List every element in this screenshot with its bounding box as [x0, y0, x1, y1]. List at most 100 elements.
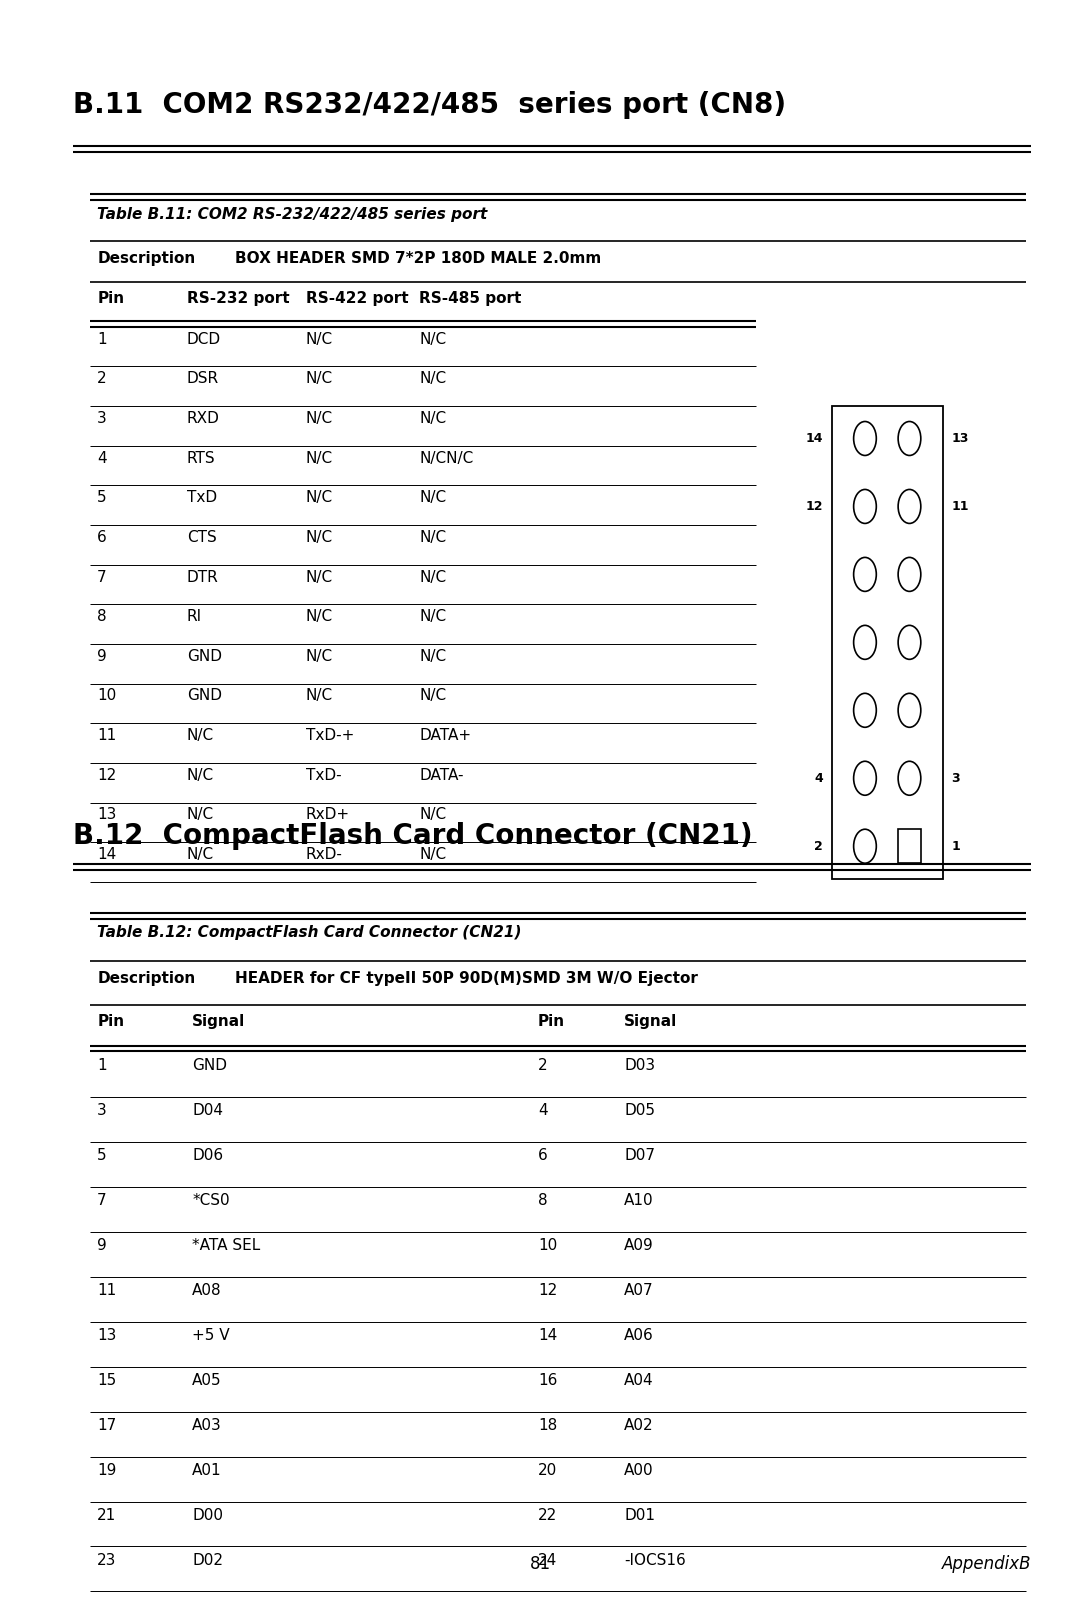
Text: 5: 5 — [97, 1149, 107, 1163]
Text: Signal: Signal — [192, 1014, 245, 1029]
Text: N/C: N/C — [419, 490, 446, 505]
Text: A10: A10 — [624, 1192, 653, 1209]
Text: 2: 2 — [814, 840, 823, 853]
Text: 17: 17 — [97, 1417, 117, 1434]
Text: DATA-: DATA- — [419, 767, 463, 783]
Text: RI: RI — [187, 608, 202, 625]
Text: 1: 1 — [97, 332, 107, 346]
Text: N/C: N/C — [419, 807, 446, 822]
Text: 4: 4 — [97, 451, 107, 466]
Text: GND: GND — [192, 1058, 227, 1073]
Text: *ATA SEL: *ATA SEL — [192, 1238, 260, 1252]
Text: D03: D03 — [624, 1058, 656, 1073]
Text: RxD+: RxD+ — [306, 807, 350, 822]
Text: N/C: N/C — [419, 848, 446, 862]
Text: N/C: N/C — [419, 649, 446, 663]
Text: 12: 12 — [97, 767, 117, 783]
Text: D05: D05 — [624, 1103, 656, 1118]
Text: Signal: Signal — [624, 1014, 677, 1029]
Text: A05: A05 — [192, 1374, 221, 1388]
Text: BOX HEADER SMD 7*2P 180D MALE 2.0mm: BOX HEADER SMD 7*2P 180D MALE 2.0mm — [235, 251, 602, 265]
Text: RTS: RTS — [187, 451, 216, 466]
Text: AppendixB: AppendixB — [942, 1555, 1031, 1573]
Text: HEADER for CF typeII 50P 90D(M)SMD 3M W/O Ejector: HEADER for CF typeII 50P 90D(M)SMD 3M W/… — [235, 971, 699, 985]
Text: 81: 81 — [529, 1555, 551, 1573]
Text: RS-232 port: RS-232 port — [187, 291, 289, 306]
Text: 23: 23 — [97, 1553, 117, 1568]
Text: N/C: N/C — [419, 570, 446, 584]
Text: B.12  CompactFlash Card Connector (CN21): B.12 CompactFlash Card Connector (CN21) — [73, 822, 753, 849]
Text: Table B.11: COM2 RS-232/422/485 series port: Table B.11: COM2 RS-232/422/485 series p… — [97, 207, 487, 222]
Text: N/C: N/C — [187, 807, 214, 822]
Text: 1: 1 — [951, 840, 960, 853]
Text: D04: D04 — [192, 1103, 224, 1118]
Text: B.11  COM2 RS232/422/485  series port (CN8): B.11 COM2 RS232/422/485 series port (CN8… — [73, 91, 786, 118]
Text: N/C: N/C — [306, 649, 333, 663]
Text: 6: 6 — [97, 529, 107, 545]
Text: 4: 4 — [538, 1103, 548, 1118]
Text: A09: A09 — [624, 1238, 654, 1252]
Text: TxD-: TxD- — [306, 767, 341, 783]
Text: D07: D07 — [624, 1149, 656, 1163]
Text: N/C: N/C — [419, 332, 446, 346]
Text: 3: 3 — [951, 772, 960, 785]
Text: A06: A06 — [624, 1328, 654, 1343]
Text: N/CN/C: N/CN/C — [419, 451, 473, 466]
Text: Pin: Pin — [97, 1014, 124, 1029]
Text: RS-422 port: RS-422 port — [306, 291, 408, 306]
Text: DATA+: DATA+ — [419, 728, 471, 743]
Text: 13: 13 — [97, 1328, 117, 1343]
Text: 16: 16 — [538, 1374, 557, 1388]
Text: D01: D01 — [624, 1508, 656, 1523]
Text: A04: A04 — [624, 1374, 653, 1388]
Text: 4: 4 — [814, 772, 823, 785]
Text: RxD-: RxD- — [306, 848, 342, 862]
Text: N/C: N/C — [306, 689, 333, 704]
Text: TxD: TxD — [187, 490, 217, 505]
Text: 9: 9 — [97, 1238, 107, 1252]
Text: A03: A03 — [192, 1417, 222, 1434]
Text: 3: 3 — [97, 411, 107, 426]
Text: 14: 14 — [97, 848, 117, 862]
Text: N/C: N/C — [306, 411, 333, 426]
Text: 24: 24 — [538, 1553, 557, 1568]
Text: 20: 20 — [538, 1463, 557, 1477]
Text: Pin: Pin — [538, 1014, 565, 1029]
Text: 19: 19 — [97, 1463, 117, 1477]
Text: Table B.12: CompactFlash Card Connector (CN21): Table B.12: CompactFlash Card Connector … — [97, 925, 522, 940]
Text: 14: 14 — [806, 432, 823, 445]
Text: 8: 8 — [97, 608, 107, 625]
Text: A07: A07 — [624, 1283, 653, 1298]
Text: 7: 7 — [97, 1192, 107, 1209]
Text: N/C: N/C — [306, 608, 333, 625]
Text: N/C: N/C — [419, 411, 446, 426]
Text: A02: A02 — [624, 1417, 653, 1434]
Text: N/C: N/C — [419, 372, 446, 387]
Text: 10: 10 — [538, 1238, 557, 1252]
Text: GND: GND — [187, 649, 221, 663]
Text: RXD: RXD — [187, 411, 219, 426]
Text: A08: A08 — [192, 1283, 221, 1298]
Text: N/C: N/C — [306, 529, 333, 545]
Text: RS-485 port: RS-485 port — [419, 291, 522, 306]
Text: *CS0: *CS0 — [192, 1192, 230, 1209]
Text: GND: GND — [187, 689, 221, 704]
Text: DTR: DTR — [187, 570, 218, 584]
Text: 9: 9 — [97, 649, 107, 663]
Text: 1: 1 — [97, 1058, 107, 1073]
Text: 7: 7 — [97, 570, 107, 584]
Text: N/C: N/C — [419, 689, 446, 704]
Text: 15: 15 — [97, 1374, 117, 1388]
Text: 11: 11 — [97, 1283, 117, 1298]
Text: 21: 21 — [97, 1508, 117, 1523]
Text: 12: 12 — [806, 500, 823, 513]
Text: 11: 11 — [951, 500, 969, 513]
Text: 13: 13 — [97, 807, 117, 822]
Text: 6: 6 — [538, 1149, 548, 1163]
Text: 14: 14 — [538, 1328, 557, 1343]
Text: N/C: N/C — [419, 529, 446, 545]
Bar — [832, 406, 943, 879]
Text: 22: 22 — [538, 1508, 557, 1523]
Text: N/C: N/C — [306, 570, 333, 584]
Text: N/C: N/C — [306, 451, 333, 466]
